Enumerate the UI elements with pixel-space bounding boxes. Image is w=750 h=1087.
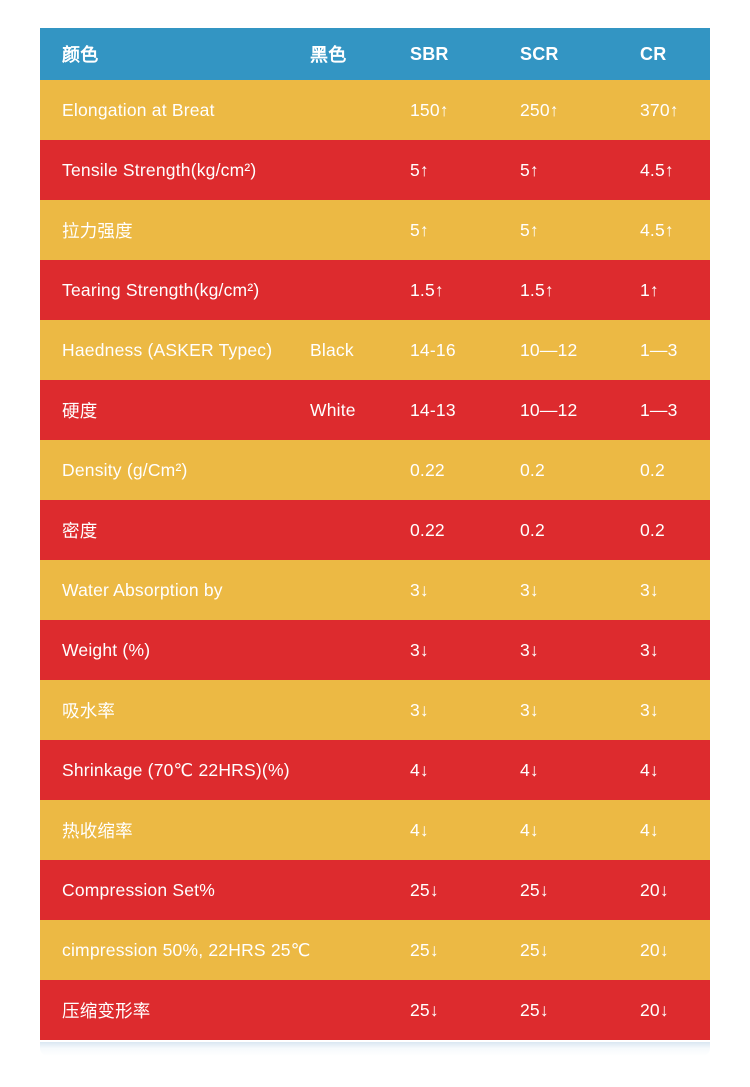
table-row: Tensile Strength(kg/cm²) 5↑ 5↑ 4.5↑ <box>40 140 710 200</box>
cell-scr: 1.5↑ <box>520 279 554 300</box>
cell-property: 热收缩率 <box>62 820 133 841</box>
cell-cr: 4.5↑ <box>640 219 674 240</box>
cell-cr: 4↓ <box>640 819 659 840</box>
cell-property: Compression Set% <box>62 879 215 900</box>
cell-property: 拉力强度 <box>62 220 133 241</box>
cell-sbr: 5↑ <box>410 219 429 240</box>
cell-cr: 20↓ <box>640 999 669 1020</box>
table-row: Density (g/Cm²) 0.22 0.2 0.2 <box>40 440 710 500</box>
table-body: Elongation at Breat 150↑ 250↑ 370↑ Tensile S… <box>40 80 710 1040</box>
cell-property: Water Absorption by <box>62 579 223 600</box>
cell-scr: 0.2 <box>520 519 545 540</box>
cell-scr: 3↓ <box>520 639 539 660</box>
cell-sbr: 14-16 <box>410 339 456 360</box>
cell-cr: 370↑ <box>640 99 679 120</box>
cell-scr: 5↑ <box>520 219 539 240</box>
table-row: Shrinkage (70℃ 22HRS)(%) 4↓ 4↓ 4↓ <box>40 740 710 800</box>
column-header-color-variant: 黑色 <box>310 45 347 65</box>
column-header-scr: SCR <box>520 43 559 64</box>
cell-sbr: 3↓ <box>410 639 429 660</box>
table-row: Water Absorption by 3↓ 3↓ 3↓ <box>40 560 710 620</box>
cell-sbr: 5↑ <box>410 159 429 180</box>
cell-cr: 0.2 <box>640 459 665 480</box>
cell-property: Haedness (ASKER Typec) <box>62 339 273 360</box>
table-row: 吸水率 3↓ 3↓ 3↓ <box>40 680 710 740</box>
column-header-property: 颜色 <box>62 45 99 65</box>
cell-cr: 4.5↑ <box>640 159 674 180</box>
cell-cr: 20↓ <box>640 939 669 960</box>
cell-property: Elongation at Breat <box>62 99 215 120</box>
table-row: 压缩变形率 25↓ 25↓ 20↓ <box>40 980 710 1040</box>
table-row: Tearing Strength(kg/cm²) 1.5↑ 1.5↑ 1↑ <box>40 260 710 320</box>
table-row: Weight (%) 3↓ 3↓ 3↓ <box>40 620 710 680</box>
table-header-row: 颜色 黑色 SBR SCR CR <box>40 28 710 80</box>
table-row: Elongation at Breat 150↑ 250↑ 370↑ <box>40 80 710 140</box>
cell-sbr: 3↓ <box>410 699 429 720</box>
cell-scr: 10—12 <box>520 339 578 360</box>
column-header-sbr: SBR <box>410 43 449 64</box>
cell-property: Tearing Strength(kg/cm²) <box>62 279 260 300</box>
cell-sbr: 3↓ <box>410 579 429 600</box>
cell-scr: 25↓ <box>520 939 549 960</box>
cell-cr: 3↓ <box>640 699 659 720</box>
cell-property: Density (g/Cm²) <box>62 459 188 480</box>
column-header-cr: CR <box>640 43 667 64</box>
cell-sbr: 4↓ <box>410 759 429 780</box>
material-spec-table: 颜色 黑色 SBR SCR CR Elongation at Breat 150↑ 250↑… <box>40 28 710 1056</box>
cell-scr: 250↑ <box>520 99 559 120</box>
cell-scr: 10—12 <box>520 399 578 420</box>
cell-sbr: 1.5↑ <box>410 279 444 300</box>
cell-scr: 3↓ <box>520 579 539 600</box>
cell-cr: 0.2 <box>640 519 665 540</box>
cell-property: 压缩变形率 <box>62 1000 151 1021</box>
cell-cr: 1—3 <box>640 399 678 420</box>
table-row: Haedness (ASKER Typec) Black 14-16 10—12 1—3 <box>40 320 710 380</box>
table-shadow <box>40 1042 710 1056</box>
cell-cr: 20↓ <box>640 879 669 900</box>
cell-sbr: 25↓ <box>410 999 439 1020</box>
cell-sbr: 25↓ <box>410 939 439 960</box>
cell-cr: 3↓ <box>640 639 659 660</box>
cell-scr: 0.2 <box>520 459 545 480</box>
cell-property: 密度 <box>62 520 98 541</box>
cell-scr: 3↓ <box>520 699 539 720</box>
cell-color-variant: White <box>310 399 356 420</box>
cell-property: Shrinkage (70℃ 22HRS)(%) <box>62 759 290 780</box>
cell-property: Weight (%) <box>62 639 151 660</box>
table-row: 硬度 White 14-13 10—12 1—3 <box>40 380 710 440</box>
cell-property: cimpression 50%, 22HRS 25℃ <box>62 939 310 960</box>
table-row: cimpression 50%, 22HRS 25℃ 25↓ 25↓ 20↓ <box>40 920 710 980</box>
cell-scr: 25↓ <box>520 879 549 900</box>
cell-scr: 5↑ <box>520 159 539 180</box>
cell-cr: 3↓ <box>640 579 659 600</box>
cell-sbr: 14-13 <box>410 399 456 420</box>
cell-sbr: 0.22 <box>410 519 445 540</box>
cell-cr: 1—3 <box>640 339 678 360</box>
cell-sbr: 150↑ <box>410 99 449 120</box>
cell-property: 吸水率 <box>62 700 116 721</box>
cell-property: 硬度 <box>62 400 98 421</box>
table-row: 密度 0.22 0.2 0.2 <box>40 500 710 560</box>
cell-cr: 4↓ <box>640 759 659 780</box>
table-row: Compression Set% 25↓ 25↓ 20↓ <box>40 860 710 920</box>
table-row: 热收缩率 4↓ 4↓ 4↓ <box>40 800 710 860</box>
cell-scr: 4↓ <box>520 819 539 840</box>
cell-scr: 4↓ <box>520 759 539 780</box>
cell-property: Tensile Strength(kg/cm²) <box>62 159 257 180</box>
cell-sbr: 4↓ <box>410 819 429 840</box>
cell-color-variant: Black <box>310 339 354 360</box>
cell-sbr: 25↓ <box>410 879 439 900</box>
cell-cr: 1↑ <box>640 279 659 300</box>
cell-scr: 25↓ <box>520 999 549 1020</box>
cell-sbr: 0.22 <box>410 459 445 480</box>
table-row: 拉力强度 5↑ 5↑ 4.5↑ <box>40 200 710 260</box>
